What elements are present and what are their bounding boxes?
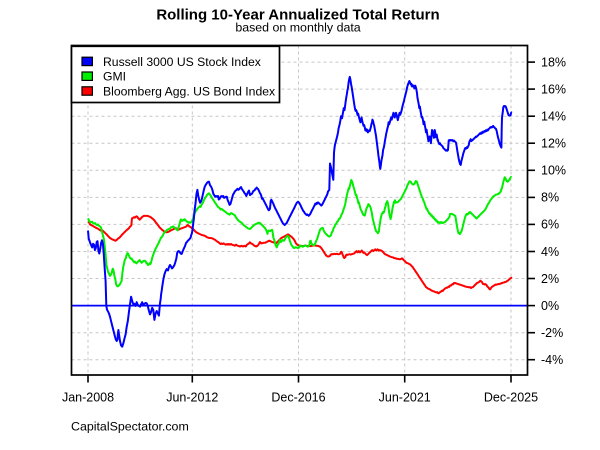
svg-text:Bloomberg Agg. US Bond Index: Bloomberg Agg. US Bond Index xyxy=(103,84,275,98)
svg-text:10%: 10% xyxy=(541,164,566,178)
svg-text:16%: 16% xyxy=(541,82,566,96)
svg-text:8%: 8% xyxy=(541,191,559,205)
svg-text:Dec-2025: Dec-2025 xyxy=(484,391,538,405)
svg-text:6%: 6% xyxy=(541,218,559,232)
svg-text:14%: 14% xyxy=(541,110,566,124)
svg-text:0%: 0% xyxy=(541,299,559,313)
svg-text:2%: 2% xyxy=(541,272,559,286)
svg-text:GMI: GMI xyxy=(103,70,126,84)
svg-text:Russell 3000 US Stock Index: Russell 3000 US Stock Index xyxy=(103,55,261,69)
svg-text:12%: 12% xyxy=(541,137,566,151)
svg-text:Dec-2016: Dec-2016 xyxy=(271,391,325,405)
svg-text:Jun-2021: Jun-2021 xyxy=(379,391,431,405)
svg-text:Jan-2008: Jan-2008 xyxy=(62,391,114,405)
svg-text:based on monthly data: based on monthly data xyxy=(235,21,360,35)
svg-text:4%: 4% xyxy=(541,245,559,259)
svg-text:-4%: -4% xyxy=(541,353,563,367)
svg-text:Rolling 10-Year Annualized Tot: Rolling 10-Year Annualized Total Return xyxy=(156,7,439,24)
svg-text:-2%: -2% xyxy=(541,326,563,340)
svg-text:Jun-2012: Jun-2012 xyxy=(166,391,218,405)
svg-text:18%: 18% xyxy=(541,55,566,69)
svg-text:CapitalSpectator.com: CapitalSpectator.com xyxy=(71,420,189,434)
